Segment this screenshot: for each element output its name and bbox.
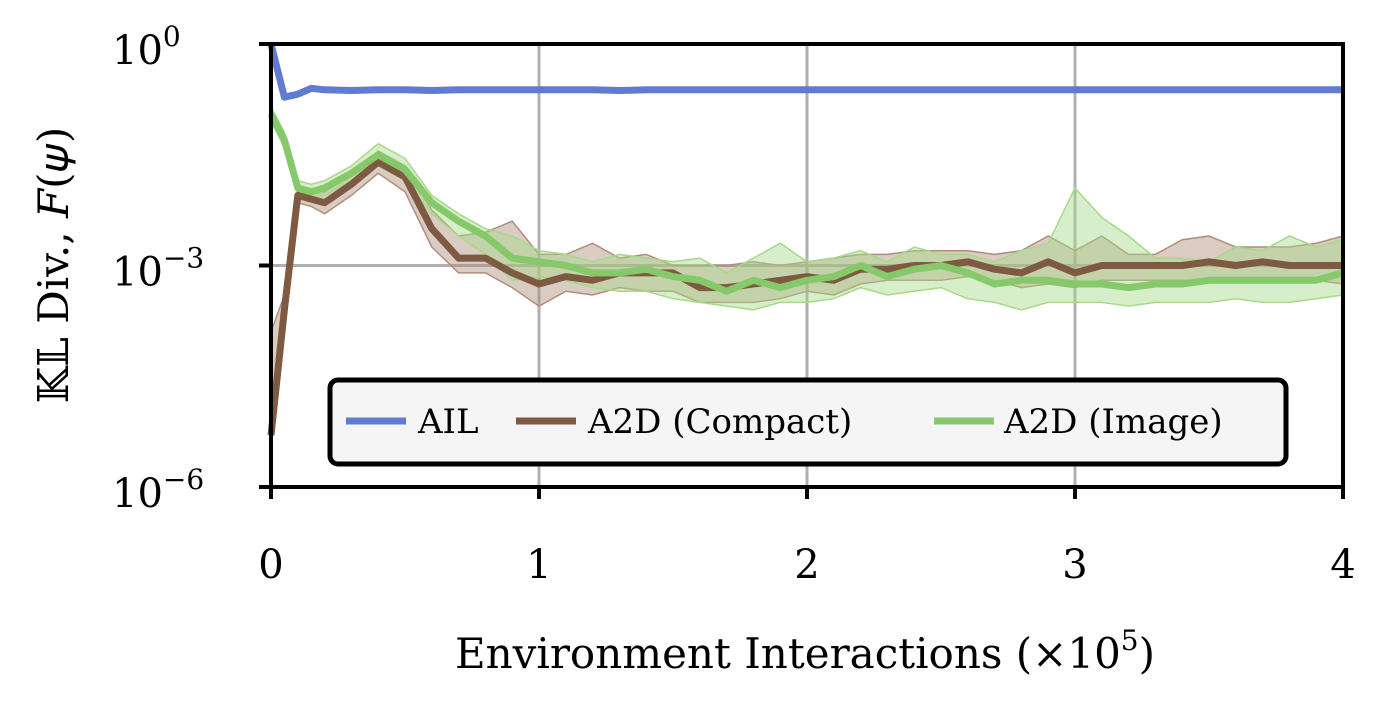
x-axis-label: Environment Interactions (×105): [455, 624, 1155, 678]
y-axis-label: 𝕂𝕃 Div., 𝐹(𝜓): [29, 127, 78, 404]
a2d-compact-series-line: [267, 158, 1343, 436]
x-tick-label: 0: [258, 542, 283, 588]
x-tick-label: 1: [526, 542, 551, 588]
x-axis-label-exponent: 5: [1121, 624, 1139, 657]
legend-label-ail: AIL: [417, 402, 479, 442]
legend-box: [327, 377, 1289, 467]
x-tick-label: 3: [1062, 542, 1087, 588]
x-tick-label: 4: [1330, 542, 1355, 588]
line-layer: [267, 43, 1344, 436]
x-tick-label: 2: [794, 542, 819, 588]
ail-series-line: [267, 43, 1343, 101]
a2d-image-series-line: [267, 112, 1344, 295]
y-tick-label: 10−3: [112, 242, 204, 296]
tick-layer: 0 1 2 3 4 100 10−3 10−6: [112, 20, 1356, 588]
y-tick-label: 100: [112, 20, 181, 74]
y-tick-label: 10−6: [112, 463, 204, 517]
x-axis-label-suffix: ): [1139, 629, 1155, 678]
legend-label-a2d-image: A2D (Image): [1003, 402, 1223, 442]
legend-label-a2d-compact: A2D (Compact): [587, 402, 852, 442]
legend: AIL A2D (Compact) A2D (Image): [327, 377, 1289, 467]
